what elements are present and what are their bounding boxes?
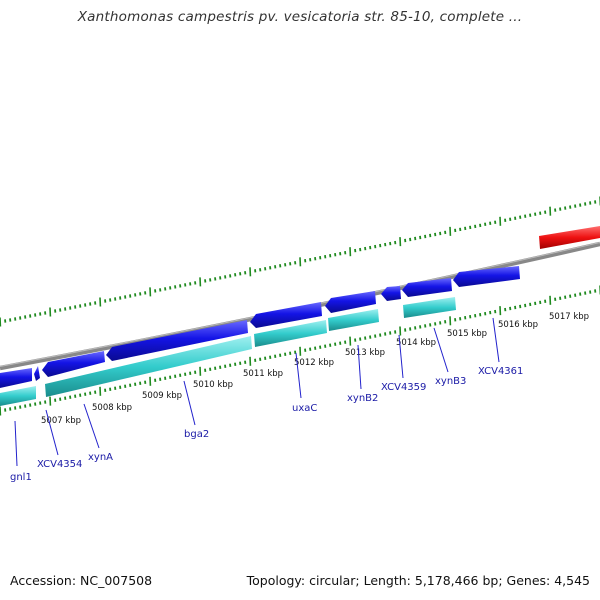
scale-label: 5010 kbp (193, 380, 233, 390)
genome-summary: Topology: circular; Length: 5,178,466 bp… (246, 573, 590, 588)
highlight-gene[interactable] (539, 226, 600, 249)
map-title: Xanthomonas campestris pv. vesicatoria s… (77, 9, 523, 25)
cds-block[interactable] (403, 297, 456, 318)
gene-arrow[interactable] (381, 286, 401, 301)
scale-label: 5016 kbp (498, 320, 538, 330)
gene-label-gnl1[interactable]: gnl1 (10, 472, 32, 483)
scale-label: 5015 kbp (447, 329, 487, 339)
lower-tick-track (0, 285, 600, 416)
gene-arrow[interactable] (42, 351, 105, 377)
gene-label-xcv4354[interactable]: XCV4354 (37, 459, 82, 470)
cds-block[interactable] (328, 309, 379, 331)
cds-block[interactable] (45, 336, 252, 397)
cds-block[interactable] (254, 320, 327, 347)
scale-label: 5012 kbp (294, 358, 334, 368)
scale-label: 5008 kbp (92, 403, 132, 413)
gene-arrow[interactable] (453, 266, 520, 287)
gene-label-bga2[interactable]: bga2 (184, 429, 209, 440)
gene-label-uxac[interactable]: uxaC (292, 403, 317, 414)
scale-label: 5007 kbp (41, 416, 81, 426)
gene-label-xcv4359[interactable]: XCV4359 (381, 382, 426, 393)
gene-labels: gnl1 XCV4354 xynA bga2 uxaC xynB2 XCV435… (10, 366, 523, 483)
gene-arrow[interactable] (0, 368, 32, 388)
upper-tick-track (0, 196, 600, 327)
gene-track-upper (0, 266, 520, 388)
scale-label: 5017 kbp (549, 312, 589, 322)
gene-arrow[interactable] (106, 320, 248, 361)
gene-label-leaders (14, 317, 500, 467)
gene-label-xcv4361[interactable]: XCV4361 (478, 366, 523, 377)
gene-label-xyna[interactable]: xynA (88, 452, 113, 463)
gene-label-xynb2[interactable]: xynB2 (347, 393, 378, 404)
cds-block[interactable] (0, 386, 36, 406)
accession-label: Accession: NC_007508 (10, 573, 153, 588)
gene-arrow[interactable] (402, 278, 452, 297)
scale-labels: 5007 kbp 5008 kbp 5009 kbp 5010 kbp 5011… (41, 312, 589, 426)
gene-label-xynb3[interactable]: xynB3 (435, 376, 466, 387)
cds-track-lower (0, 297, 456, 406)
scale-label: 5013 kbp (345, 348, 385, 358)
scale-label: 5009 kbp (142, 391, 182, 401)
gene-arrow[interactable] (325, 291, 376, 313)
scale-label: 5011 kbp (243, 369, 283, 379)
gene-arrow[interactable] (250, 302, 322, 328)
scale-label: 5014 kbp (396, 338, 436, 348)
gene-arrow[interactable] (34, 366, 40, 381)
